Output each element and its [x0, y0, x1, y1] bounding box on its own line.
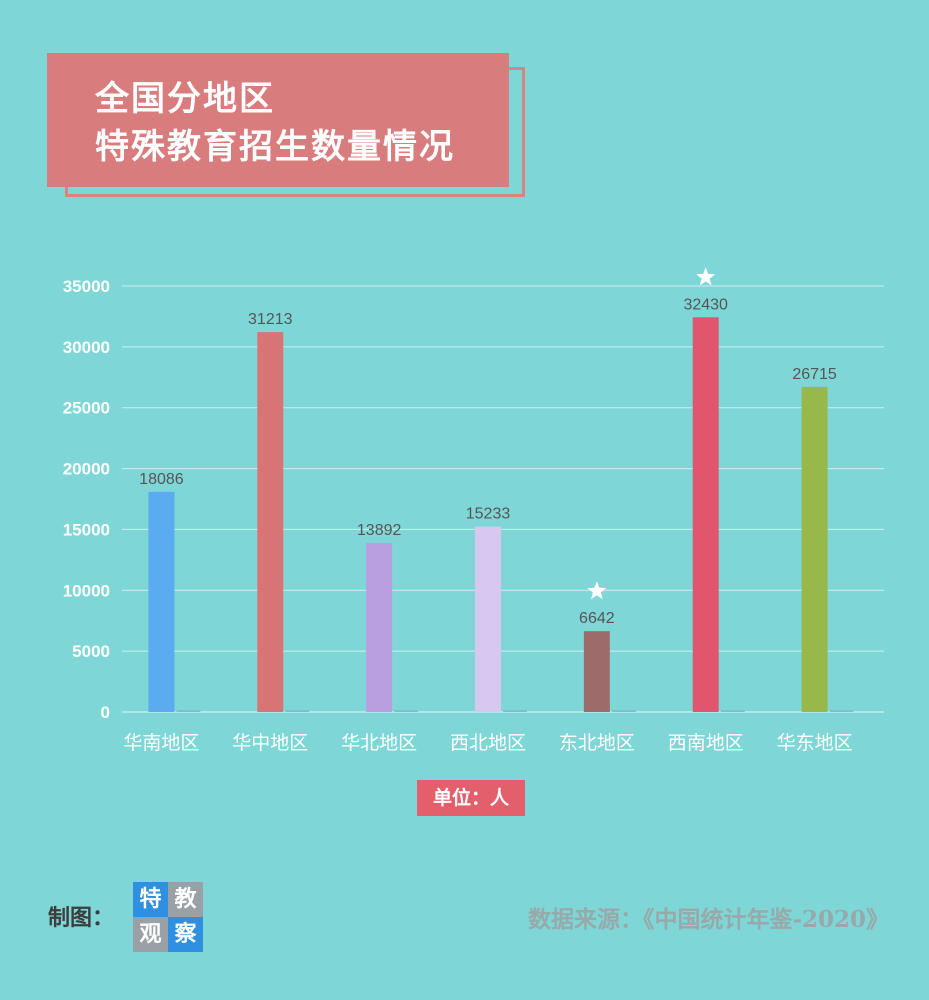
y-tick-label: 35000 — [63, 277, 110, 296]
data-label: 26715 — [792, 366, 837, 383]
bar-baseline-sliver — [503, 710, 527, 712]
y-tick-label: 10000 — [63, 581, 110, 600]
data-label: 32430 — [683, 296, 728, 313]
x-axis: 华南地区 华中地区 华北地区 西北地区 东北地区 西南地区 华东地区 — [123, 732, 852, 754]
gridlines — [122, 285, 884, 713]
bar — [366, 542, 393, 712]
logo-char-1: 特 — [133, 882, 168, 917]
bar-chart: 0 5000 10000 15000 20000 25000 30000 35000 1808… — [63, 267, 884, 754]
unit-badge: 单位：人 — [417, 780, 525, 816]
x-tick-label: 华东地区 — [777, 732, 853, 754]
x-tick-label: 华北地区 — [341, 732, 417, 754]
logo-char-3: 观 — [133, 917, 168, 952]
x-tick-label: 东北地区 — [559, 732, 635, 754]
bar-baseline-sliver — [176, 710, 201, 712]
logo-char-2: 教 — [168, 882, 203, 917]
y-tick-label: 25000 — [63, 399, 110, 418]
title-line-2: 特殊教育招生数量情况 — [95, 127, 455, 167]
star-icon — [696, 267, 716, 286]
bar-baseline-sliver — [720, 710, 745, 712]
x-tick-label: 西北地区 — [450, 732, 526, 754]
data-label: 6642 — [579, 610, 615, 627]
star-icon — [587, 581, 607, 600]
y-tick-label: 5000 — [72, 642, 110, 661]
logo: 特 教 观 察 — [133, 882, 203, 952]
y-tick-label: 30000 — [63, 338, 110, 357]
bars — [148, 317, 854, 712]
title-line-1: 全国分地区 — [95, 79, 275, 119]
maker-label: 制图： — [48, 906, 115, 931]
bar-baseline-sliver — [394, 710, 419, 712]
bar-baseline-sliver — [611, 710, 636, 712]
bar — [148, 491, 175, 712]
y-tick-label: 15000 — [63, 520, 110, 539]
data-label: 31213 — [248, 311, 293, 328]
title-box: 全国分地区 特殊教育招生数量情况 — [47, 53, 509, 187]
x-tick-label: 华南地区 — [123, 732, 199, 754]
logo-char-4: 察 — [168, 917, 203, 952]
bar-baseline-sliver — [829, 710, 854, 712]
bar — [475, 526, 501, 712]
data-source: 数据来源：《中国统计年鉴-2020》 — [527, 906, 889, 933]
y-tick-label: 20000 — [63, 460, 110, 479]
data-label: 15233 — [466, 506, 511, 523]
data-label: 18086 — [139, 471, 184, 488]
bar — [801, 386, 828, 712]
data-label: 13892 — [357, 522, 402, 539]
y-tick-label: 0 — [101, 703, 110, 722]
title-panel: 全国分地区 特殊教育招生数量情况 — [47, 53, 527, 201]
x-tick-label: 西南地区 — [668, 732, 744, 754]
bar — [257, 332, 284, 712]
y-axis: 0 5000 10000 15000 20000 25000 30000 35000 — [63, 277, 110, 722]
bar-baseline-sliver — [285, 710, 310, 712]
bar — [583, 631, 610, 712]
data-labels: 18086 31213 13892 15233 6642 32430 26715 — [139, 267, 837, 627]
bar — [692, 317, 719, 712]
x-tick-label: 华中地区 — [232, 732, 308, 754]
